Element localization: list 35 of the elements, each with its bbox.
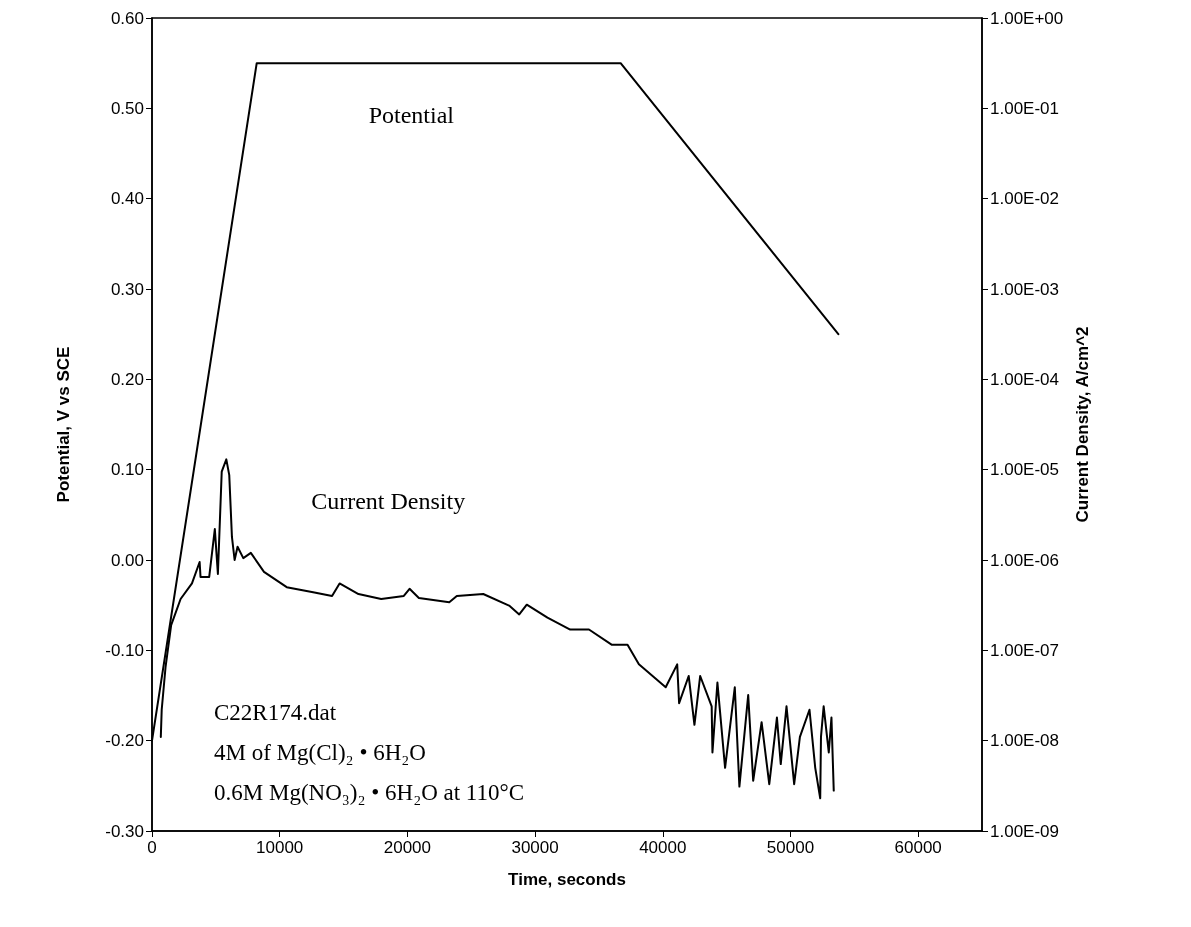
y-tick-label: 0.50 <box>110 98 144 118</box>
y2-tick-label: 1.00E-06 <box>990 550 1059 570</box>
y-tick-label: -0.30 <box>105 821 144 841</box>
y-tick-label: -0.10 <box>105 640 144 660</box>
series-label: Potential <box>368 102 455 129</box>
y2-tick-label: 1.00E-08 <box>990 731 1059 751</box>
text: Current Density <box>311 488 466 515</box>
annotation: 4M of Mg(Cl)₂ • 6H₂O <box>214 740 426 765</box>
x-tick-label: 10000 <box>256 838 304 857</box>
x-tick-label: 20000 <box>383 838 432 857</box>
x-tick-label: 30000 <box>511 838 559 857</box>
x-axis-title: Time, seconds <box>508 870 626 889</box>
y-tick-label: 0.60 <box>110 8 144 28</box>
y-tick-label: 0.00 <box>110 550 144 570</box>
y2-axis-title: Current Density, A/cm^2 <box>1073 326 1093 523</box>
x-tick-label: 40000 <box>639 838 687 857</box>
y-tick-label: 0.10 <box>110 460 144 480</box>
y2-tick-label: 1.00E+00 <box>990 8 1064 28</box>
y2-tick-label: 1.00E-05 <box>990 460 1059 480</box>
y-tick-label: 0.40 <box>110 189 144 209</box>
y2-tick-label: 1.00E-07 <box>990 640 1059 660</box>
y-tick-label: 0.20 <box>110 369 144 389</box>
y-tick-label: -0.20 <box>105 731 144 751</box>
y2-tick-label: 1.00E-04 <box>990 369 1059 389</box>
y-axis-title: Potential, V vs SCE <box>54 346 73 503</box>
y2-tick-label: 1.00E-01 <box>990 98 1059 118</box>
annotation: 0.6M Mg(NO₃)₂ • 6H₂O at 110°C <box>214 780 525 805</box>
y2-tick-label: 1.00E-03 <box>990 279 1059 299</box>
y2-tick-label: 1.00E-02 <box>990 189 1059 209</box>
x-tick-label: 0 <box>147 838 157 857</box>
y-tick-label: 0.30 <box>110 279 144 299</box>
x-tick-label: 60000 <box>894 838 942 857</box>
y2-tick-label: 1.00E-09 <box>990 821 1059 841</box>
x-tick-label: 50000 <box>766 838 815 857</box>
annotation: C22R174.dat <box>214 700 337 725</box>
